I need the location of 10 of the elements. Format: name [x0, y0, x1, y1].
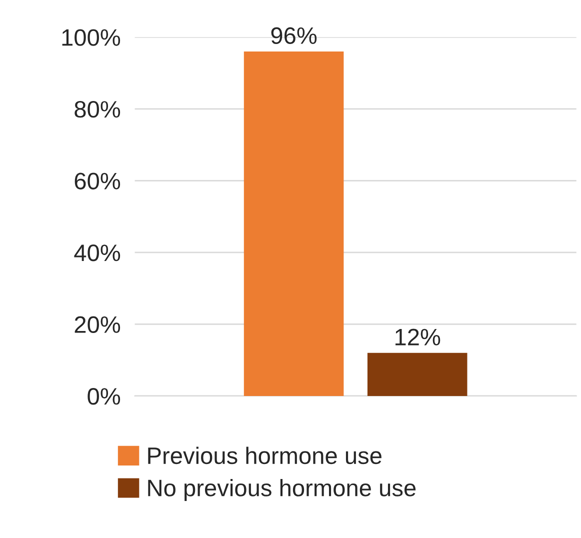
y-tick-label: 60% [74, 172, 120, 190]
legend-label: No previous hormone use [148, 479, 416, 502]
data-label: 12% [396, 328, 440, 346]
y-tick-label: 100% [62, 29, 120, 46]
y-tick-label: 40% [74, 244, 120, 262]
data-label: 96% [271, 27, 317, 44]
y-tick-label: 0% [88, 388, 120, 405]
y-tick-label: 80% [74, 100, 120, 118]
legend-label: Previous hormone use [148, 446, 382, 464]
y-tick-label: 20% [74, 316, 120, 333]
